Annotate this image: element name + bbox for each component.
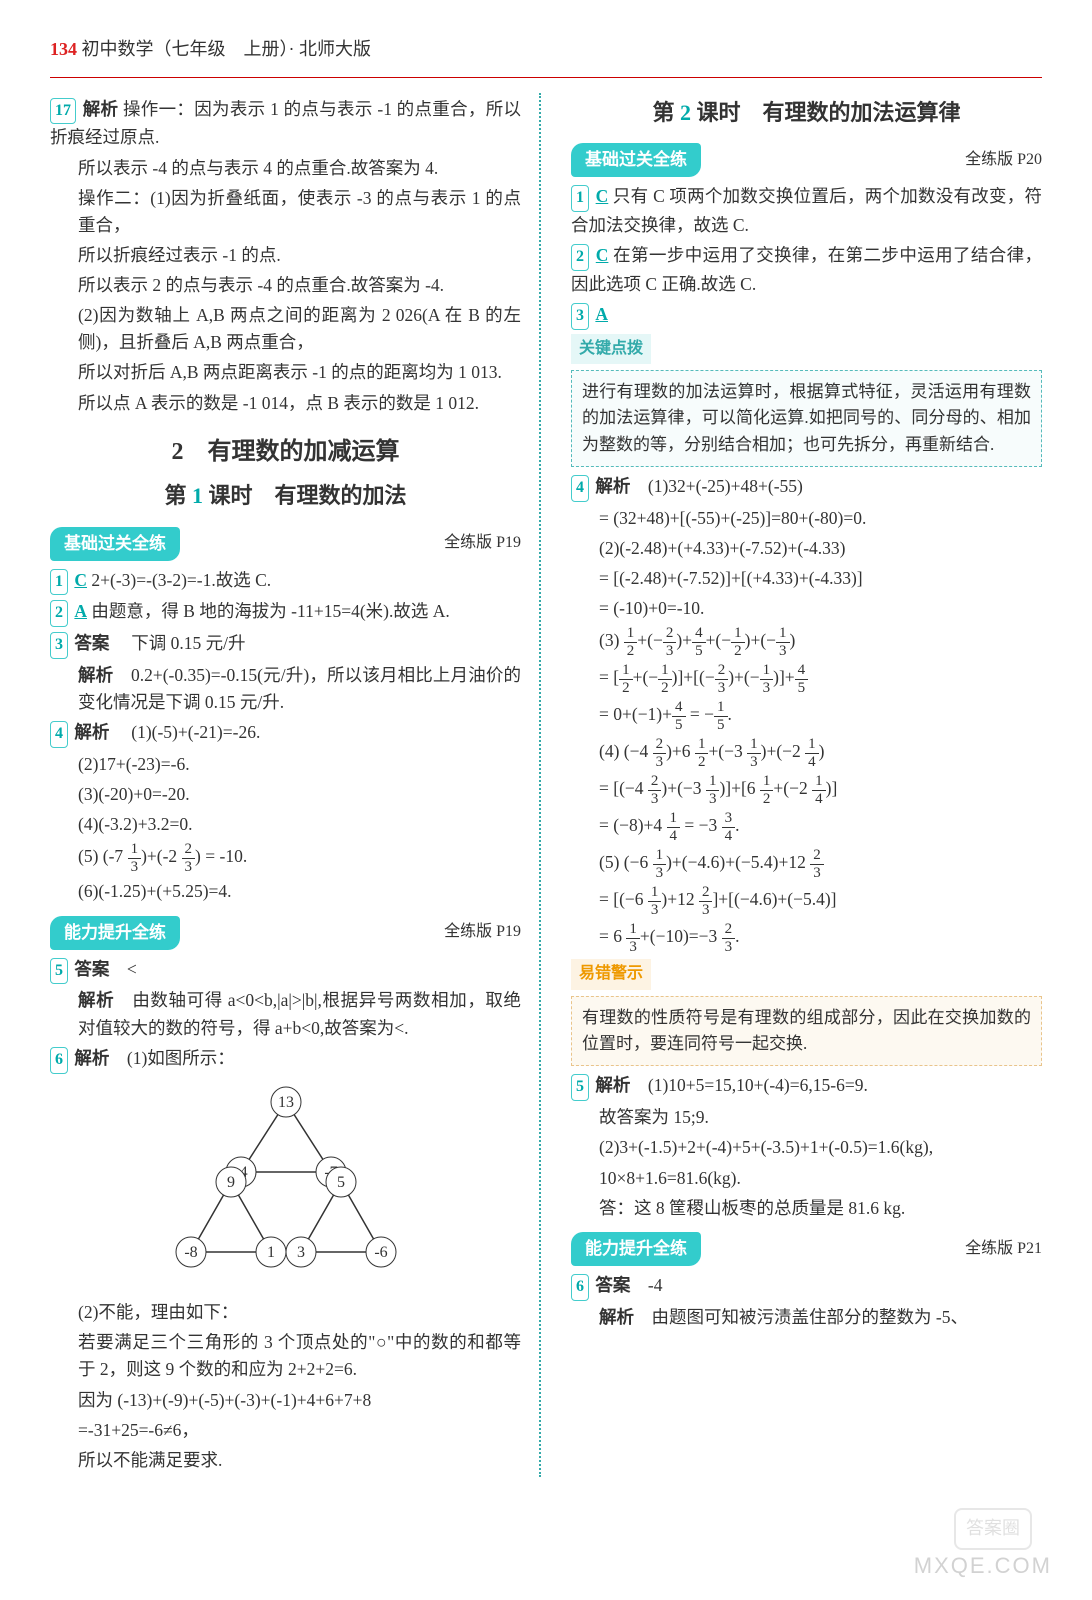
- lq3-num: 3: [50, 632, 68, 659]
- basic-label-row-left: 基础过关全练 全练版 P19: [50, 527, 521, 561]
- lq6-l6: 所以不能满足要求.: [50, 1447, 521, 1474]
- lq4-l6: (6)(-1.25)+(+5.25)=4.: [50, 878, 521, 905]
- svg-text:-6: -6: [374, 1244, 387, 1261]
- rq6: 6 答案 -4: [571, 1272, 1042, 1301]
- lq4-l5: (5) (-7 13)+(-2 23) = -10.: [50, 841, 521, 875]
- rq4: 4 解析 (1)32+(-25)+48+(-55): [571, 473, 1042, 502]
- lesson-1-title: 第 1 课时 有理数的加法: [50, 478, 521, 514]
- svg-text:5: 5: [337, 1174, 345, 1191]
- lq6-l3: 若要满足三个三角形的 3 个顶点处的"○"中的数的和都等于 2，则这 9 个数的…: [50, 1329, 521, 1383]
- basic-label-r: 基础过关全练: [571, 143, 701, 177]
- lq6-num: 6: [50, 1047, 68, 1074]
- ref-p19b: 全练版 P19: [444, 919, 521, 945]
- rq4-p3b: = [12+(−12)]+[(−23)+(−13)]+45: [571, 662, 1042, 696]
- right-column: 第 2 课时 有理数的加法运算律 基础过关全练 全练版 P20 1 C 只有 C…: [561, 93, 1042, 1477]
- q17-l6: (2)因为数轴上 A,B 两点之间的距离为 2 026(A 在 B 的左侧)，且…: [50, 302, 521, 356]
- book-title: 初中数学（七年级 上册）· 北师大版: [82, 39, 372, 59]
- rq4-p4c: = (−8)+4 14 = −3 34.: [571, 810, 1042, 844]
- warning-box: 易错警示 有理数的性质符号是有理数的组成部分，因此在交换加数的位置时，要连同符号…: [571, 958, 1042, 1066]
- key-hint: 关键点拨 进行有理数的加法运算时，根据算式特征，灵活运用有理数的加法运算律，可以…: [571, 333, 1042, 467]
- q17-l1: 操作一：因为表示 1 的点与表示 -1 的点重合，所以折痕经过原点.: [50, 99, 521, 148]
- lq6-l5: =-31+25=-6≠6，: [50, 1417, 521, 1444]
- q17-l2: 所以表示 -4 的点与表示 4 的点重合.故答案为 4.: [50, 155, 521, 182]
- lq3-ans-label: 答案: [74, 633, 109, 653]
- ability-label: 能力提升全练: [50, 916, 180, 950]
- lq2-text: 由题意，得 B 地的海拔为 -11+15=4(米).故选 A.: [91, 601, 449, 621]
- lq5: 5 答案 <: [50, 956, 521, 985]
- q17-l5: 所以表示 2 的点与表示 -4 的点重合.故答案为 -4.: [50, 272, 521, 299]
- hint-text: 进行有理数的加法运算时，根据算式特征，灵活运用有理数的加法运算律，可以简化运算.…: [571, 370, 1042, 467]
- lq2: 2 A 由题意，得 B 地的海拔为 -11+15=4(米).故选 A.: [50, 598, 521, 627]
- lq3-exp: 解析 0.2+(-0.35)=-0.15(元/升)，所以该月相比上月油价的变化情…: [50, 662, 521, 716]
- svg-text:13: 13: [278, 1094, 294, 1111]
- lq4-num: 4: [50, 721, 68, 748]
- rq4-p5c: = 6 13+(−10)=−3 23.: [571, 921, 1042, 955]
- basic-label: 基础过关全练: [50, 527, 180, 561]
- page-number: 134: [50, 39, 77, 59]
- watermark: MXQE.COM: [914, 1548, 1052, 1584]
- ability-row-left: 能力提升全练 全练版 P19: [50, 916, 521, 950]
- triangle-diagram: 13 -4 -7 9 -8 1 5 3 -6: [50, 1082, 521, 1292]
- lq4-label: 解析: [74, 722, 109, 742]
- left-column: 17 解析 操作一：因为表示 1 的点与表示 -1 的点重合，所以折痕经过原点.…: [50, 93, 541, 1477]
- svg-text:1: 1: [267, 1244, 275, 1261]
- section-2-title: 2 有理数的加减运算: [50, 433, 521, 473]
- ability-label-r: 能力提升全练: [571, 1232, 701, 1266]
- lq3: 3 答案 下调 0.15 元/升: [50, 630, 521, 659]
- rq1: 1 C 只有 C 项两个加数交换位置后，两个加数没有改变，符合加法交换律，故选 …: [571, 183, 1042, 239]
- q17-num: 17: [50, 98, 76, 125]
- basic-label-row-right: 基础过关全练 全练版 P20: [571, 143, 1042, 177]
- rq2: 2 C 在第一步中运用了交换律，在第二步中运用了结合律，因此选项 C 正确.故选…: [571, 242, 1042, 298]
- ref-p19: 全练版 P19: [444, 530, 521, 556]
- rq4-p4: (4) (−4 23)+6 12+(−3 13)+(−2 14): [571, 736, 1042, 770]
- q17-l7: 所以对折后 A,B 两点距离表示 -1 的点的距离均为 1 013.: [50, 359, 521, 386]
- lq4-l4: (4)(-3.2)+3.2=0.: [50, 811, 521, 838]
- lq5-num: 5: [50, 958, 68, 985]
- rq5: 5 解析 (1)10+5=15,10+(-4)=6,15-6=9.: [571, 1072, 1042, 1101]
- rq3: 3 A: [571, 301, 1042, 330]
- lq1-text: 2+(-3)=-(3-2)=-1.故选 C.: [91, 570, 271, 590]
- lesson-2-title: 第 2 课时 有理数的加法运算律: [571, 95, 1042, 131]
- rq4-p3: (3) 12+(−23)+45+(−12)+(−13): [571, 625, 1042, 659]
- lq6-l4: 因为 (-13)+(-9)+(-5)+(-3)+(-1)+4+6+7+8: [50, 1387, 521, 1414]
- warn-text: 有理数的性质符号是有理数的组成部分，因此在交换加数的位置时，要连同符号一起交换.: [571, 996, 1042, 1067]
- lq3-ans: 下调 0.15 元/升: [131, 633, 245, 653]
- lq1: 1 C 2+(-3)=-(3-2)=-1.故选 C.: [50, 567, 521, 596]
- rq4-p4b: = [(−4 23)+(−3 13)]+[6 12+(−2 14)]: [571, 773, 1042, 807]
- ref-p20: 全练版 P20: [965, 147, 1042, 173]
- svg-text:3: 3: [297, 1244, 305, 1261]
- lq4: 4 解析 (1)(-5)+(-21)=-26.: [50, 719, 521, 748]
- lq4-l2: (2)17+(-23)=-6.: [50, 751, 521, 778]
- lq1-ans: C: [74, 570, 87, 590]
- rq4-p3c: = 0+(−1)+45 = −15.: [571, 699, 1042, 733]
- rq4-p5: (5) (−6 13)+(−4.6)+(−5.4)+12 23: [571, 847, 1042, 881]
- lq5-exp: 解析 由数轴可得 a<0<b,|a|>|b|,根据异号两数相加，取绝对值较大的数…: [50, 987, 521, 1041]
- q17-block: 17 解析 操作一：因为表示 1 的点与表示 -1 的点重合，所以折痕经过原点.: [50, 96, 521, 152]
- lq2-num: 2: [50, 600, 68, 627]
- stamp-overlay: 答案圈: [954, 1508, 1032, 1550]
- ability-row-right: 能力提升全练 全练版 P21: [571, 1232, 1042, 1266]
- svg-text:-8: -8: [184, 1244, 197, 1261]
- svg-text:9: 9: [227, 1174, 235, 1191]
- lq1-num: 1: [50, 569, 68, 596]
- rq4-p5b: = [(−6 13)+12 23]+[(−4.6)+(−5.4)]: [571, 884, 1042, 918]
- two-column-layout: 17 解析 操作一：因为表示 1 的点与表示 -1 的点重合，所以折痕经过原点.…: [50, 93, 1042, 1477]
- lq6: 6 解析 (1)如图所示：: [50, 1045, 521, 1074]
- rq6-exp: 解析 由题图可知被污渍盖住部分的整数为 -5、: [571, 1304, 1042, 1331]
- q17-l8: 所以点 A 表示的数是 -1 014，点 B 表示的数是 1 012.: [50, 390, 521, 417]
- ref-p21: 全练版 P21: [965, 1236, 1042, 1262]
- header-rule: [50, 77, 1042, 78]
- lq2-ans: A: [74, 601, 87, 621]
- lq6-l2: (2)不能，理由如下：: [50, 1299, 521, 1326]
- q17-l3: 操作二：(1)因为折叠纸面，使表示 -3 的点与表示 1 的点重合，: [50, 185, 521, 239]
- lq4-l3: (3)(-20)+0=-20.: [50, 781, 521, 808]
- q17-l4: 所以折痕经过表示 -1 的点.: [50, 242, 521, 269]
- q17-label: 解析: [83, 99, 119, 119]
- page-header: 134 初中数学（七年级 上册）· 北师大版: [50, 35, 1042, 65]
